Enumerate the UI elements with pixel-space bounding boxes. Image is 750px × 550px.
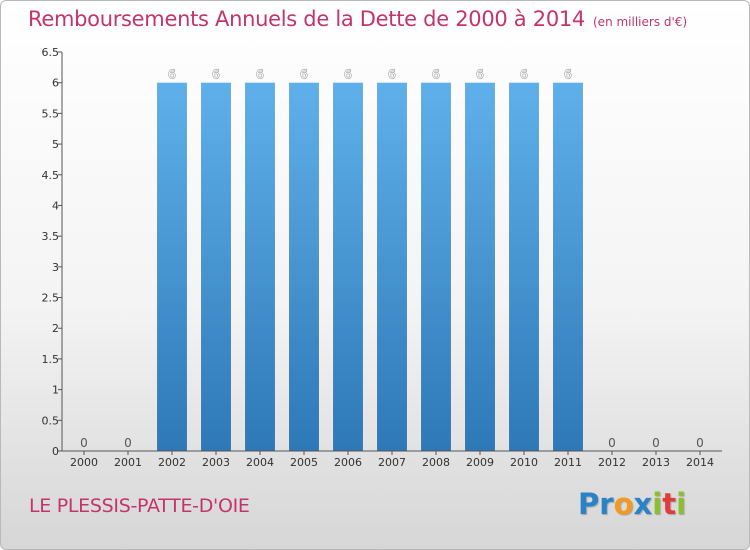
bar	[377, 82, 407, 451]
x-tick-label: 2008	[422, 456, 450, 469]
x-tick-label: 2010	[510, 456, 538, 469]
bar-value-label: 6	[476, 68, 484, 82]
y-tick-label: 4	[52, 199, 59, 212]
x-tick-label: 2009	[466, 456, 494, 469]
y-tick-label: 3	[52, 261, 59, 274]
x-tick-label: 2013	[642, 456, 670, 469]
bar-value-label: 6	[432, 68, 440, 82]
bar-value-label: 6	[256, 68, 264, 82]
logo-letter: t	[662, 487, 677, 521]
x-tick-label: 2014	[686, 456, 714, 469]
x-tick-label: 2011	[554, 456, 582, 469]
bar-value-label: 0	[696, 436, 704, 450]
y-axis: 0 0.5 1 1.5 2 2.5 3 3.5 4 4.5 5 5.5 6 6.5	[42, 46, 63, 458]
y-tick-label: 2.5	[42, 292, 60, 305]
y-tick-label: 3.5	[42, 230, 60, 243]
bar-value-label: 6	[212, 68, 220, 82]
logo-letter: o	[613, 487, 634, 521]
logo-letter: x	[633, 487, 653, 521]
bar-value-label: 0	[80, 436, 88, 450]
y-tick-label: 6.5	[42, 46, 60, 59]
chart-title-text: Remboursements Annuels de la Dette de 20…	[28, 7, 585, 31]
logo-letter: P	[578, 487, 600, 521]
bars-group: 0 0 6 6 6 6 6 6 6 6 6 6 0 0 0	[80, 67, 704, 451]
bar-value-label: 0	[652, 436, 660, 450]
bar-value-label: 0	[608, 436, 616, 450]
bar-value-label: 6	[168, 68, 176, 82]
y-tick-label: 1.5	[42, 353, 60, 366]
x-tick-label: 2005	[290, 456, 318, 469]
bar-value-label: 6	[520, 68, 528, 82]
y-tick-label: 4.5	[42, 169, 60, 182]
bar	[289, 82, 319, 451]
y-tick-label: 0	[52, 445, 59, 458]
x-tick-label: 2000	[70, 456, 98, 469]
x-tick-label: 2003	[202, 456, 230, 469]
commune-name: LE PLESSIS-PATTE-D'OIE	[29, 495, 250, 517]
y-tick-label: 1	[52, 384, 59, 397]
proxiti-logo[interactable]: Proxiti	[578, 487, 686, 521]
x-tick-label: 2002	[158, 456, 186, 469]
bar	[157, 82, 187, 451]
bar-value-label: 6	[300, 68, 308, 82]
logo-letter: i	[652, 487, 663, 521]
logo-letter: i	[676, 487, 687, 521]
x-tick-label: 2012	[598, 456, 626, 469]
bar	[245, 82, 275, 451]
x-axis: 2000 2001 2002 2003 2004 2005 2006 2007 2008 2009…	[62, 450, 722, 469]
y-tick-label: 5.5	[42, 107, 60, 120]
y-tick-label: 0.5	[42, 414, 60, 427]
x-tick-label: 2004	[246, 456, 274, 469]
bar	[333, 82, 363, 451]
bar-value-label: 6	[388, 68, 396, 82]
bar-value-label: 0	[124, 436, 132, 450]
y-tick-label: 5	[52, 138, 59, 151]
bar	[201, 82, 231, 451]
logo-letter: r	[599, 487, 614, 521]
x-tick-label: 2001	[114, 456, 142, 469]
bar	[509, 82, 539, 451]
y-tick-label: 6	[52, 77, 59, 90]
chart-title: Remboursements Annuels de la Dette de 20…	[28, 7, 687, 31]
bar	[421, 82, 451, 451]
x-tick-label: 2007	[378, 456, 406, 469]
chart-subtitle: (en milliers d'€)	[593, 15, 688, 29]
bar	[465, 82, 495, 451]
x-tick-label: 2006	[334, 456, 362, 469]
bar-value-label: 6	[344, 68, 352, 82]
bar-value-label: 6	[564, 68, 572, 82]
bar	[553, 82, 583, 451]
y-tick-label: 2	[52, 322, 59, 335]
